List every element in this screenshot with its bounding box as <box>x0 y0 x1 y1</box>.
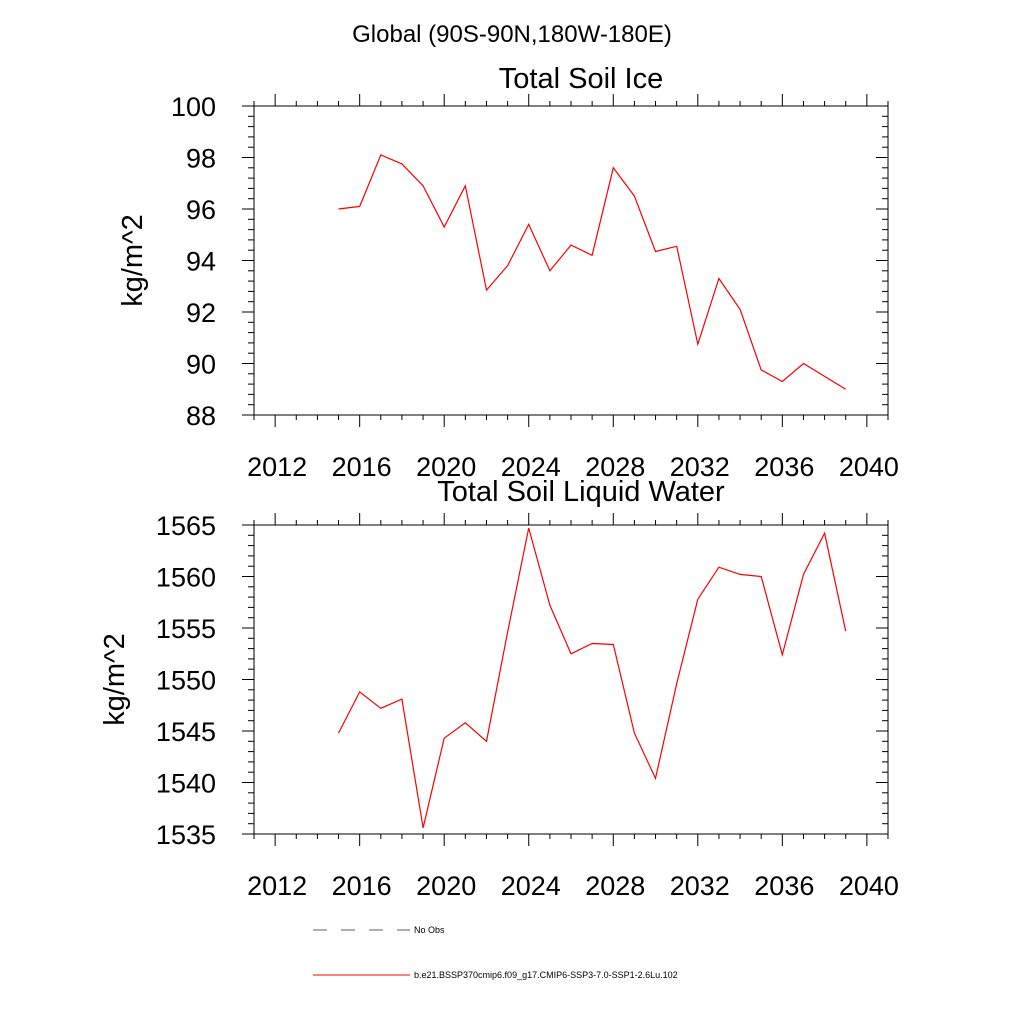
soil-ice-y-tick-label: 94 <box>186 247 216 277</box>
soil-liquid-x-tick-label: 2020 <box>416 871 476 901</box>
soil-liquid-x-tick-label: 2040 <box>839 871 899 901</box>
soil-liquid-x-tick-label: 2032 <box>670 871 730 901</box>
soil-liquid-y-tick-label: 1550 <box>156 666 216 696</box>
panel-total-soil-liquid-water: Total Soil Liquid Water kg/m^2 2012 2016 202… <box>99 476 899 901</box>
soil-liquid-x-tick-label: 2036 <box>754 871 814 901</box>
soil-ice-x-tick-label: 2036 <box>754 452 814 482</box>
soil-ice-y-tick-label: 88 <box>186 401 216 431</box>
soil-liquid-y-tick-label: 1540 <box>156 769 216 799</box>
soil-liquid-plot-frame <box>253 524 889 835</box>
soil-liquid-x-tick-label: 2024 <box>501 871 561 901</box>
figure-title: Global (90S-90N,180W-180E) <box>352 21 672 48</box>
soil-liquid-y-tick-label: 1555 <box>156 614 216 644</box>
soil-ice-y-tick-label: 100 <box>171 92 216 122</box>
soil-liquid-y-tick-label: 1535 <box>156 820 216 850</box>
soil-liquid-chart-title: Total Soil Liquid Water <box>437 476 725 508</box>
soil-ice-chart-title: Total Soil Ice <box>499 63 663 95</box>
soil-liquid-series-line <box>337 527 847 828</box>
soil-liquid-y-tick-label: 1565 <box>156 511 216 541</box>
soil-ice-plot-frame <box>253 105 889 416</box>
legend-label-model-run: b.e21.BSSP370cmip6.f09_g17.CMIP6-SSP3-7.… <box>414 970 678 980</box>
soil-liquid-x-tick-label: 2012 <box>247 871 307 901</box>
soil-ice-x-tick-label: 2028 <box>585 452 645 482</box>
legend: No Obs b.e21.BSSP370cmip6.f09_g17.CMIP6-… <box>313 925 678 980</box>
soil-liquid-y-tick-label: 1560 <box>156 563 216 593</box>
soil-ice-y-axis-label: kg/m^2 <box>117 214 149 307</box>
soil-liquid-y-axis-label: kg/m^2 <box>99 633 131 726</box>
soil-ice-y-tick-label: 98 <box>186 144 216 174</box>
soil-ice-y-tick-label: 90 <box>186 350 216 380</box>
soil-ice-x-tick-label: 2032 <box>670 452 730 482</box>
soil-ice-series-line <box>338 154 847 390</box>
soil-ice-x-tick-label: 2020 <box>416 452 476 482</box>
soil-liquid-y-tick-label: 1545 <box>156 717 216 747</box>
soil-liquid-x-tick-label: 2016 <box>332 871 392 901</box>
soil-ice-y-tick-label: 92 <box>186 298 216 328</box>
soil-ice-x-tick-label: 2012 <box>247 452 307 482</box>
soil-ice-x-tick-label: 2040 <box>839 452 899 482</box>
soil-ice-x-tick-label: 2016 <box>332 452 392 482</box>
panel-total-soil-ice: Total Soil Ice kg/m^2 2012 2016 2020 2024 2028… <box>117 63 899 482</box>
soil-ice-y-tick-label: 96 <box>186 195 216 225</box>
legend-label-no-obs: No Obs <box>414 925 445 935</box>
soil-ice-x-tick-label: 2024 <box>501 452 561 482</box>
soil-liquid-x-tick-label: 2028 <box>585 871 645 901</box>
